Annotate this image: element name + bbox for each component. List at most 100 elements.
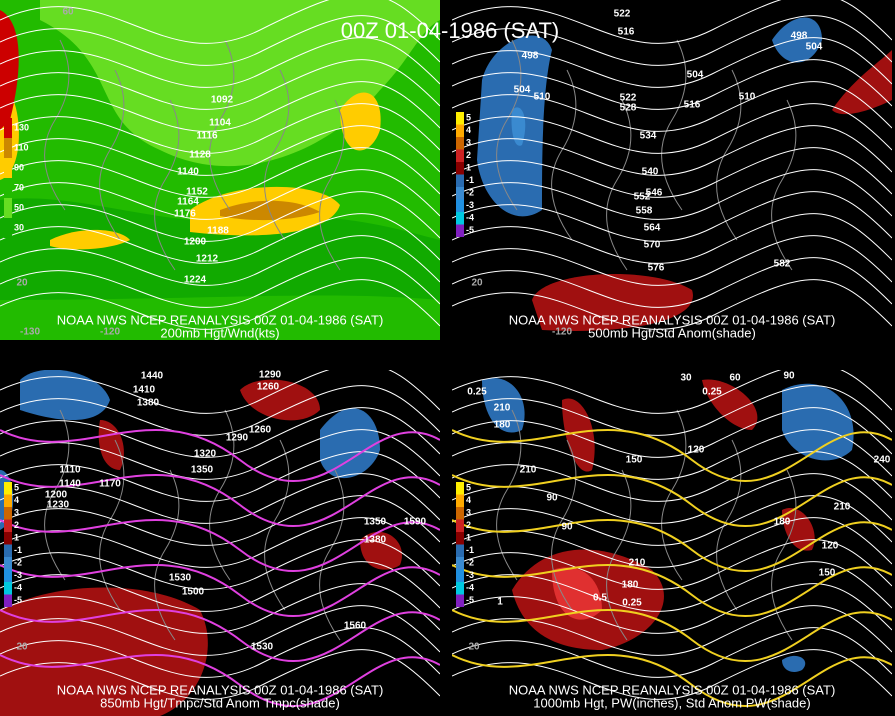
coastline xyxy=(264,439,290,611)
shaded-anomaly xyxy=(0,587,208,716)
legend-label: -3 xyxy=(466,570,474,580)
contour-line-secondary xyxy=(452,474,892,528)
legend-label: 4 xyxy=(466,125,471,135)
contour-label: 1530 xyxy=(251,642,274,653)
legend-label: 2 xyxy=(14,520,19,530)
legend-label: -2 xyxy=(466,188,474,198)
contour-label: 504 xyxy=(687,70,704,81)
contour-line xyxy=(452,169,892,220)
contour-label: 180 xyxy=(622,580,639,591)
contour-line xyxy=(452,539,892,590)
contour-label: 1116 xyxy=(196,131,218,142)
coastline xyxy=(319,99,345,271)
contour-label: 1212 xyxy=(196,254,219,265)
shaded-anomaly xyxy=(50,229,130,250)
legend-swatch xyxy=(456,187,464,200)
legend-label: 130 xyxy=(14,122,29,132)
contour-label: 546 xyxy=(646,188,663,199)
legend-swatch xyxy=(456,112,464,125)
panel-caption: NOAA NWS NCEP REANALYSIS 00Z 01-04-1986 … xyxy=(57,312,384,327)
coastline xyxy=(661,39,687,211)
coastline xyxy=(319,469,345,641)
contour-label: 30 xyxy=(680,373,692,384)
legend-label: 5 xyxy=(466,113,471,123)
contour-label: 1164 xyxy=(177,197,199,208)
contour-label: 180 xyxy=(774,517,791,528)
legend-swatch xyxy=(456,532,464,545)
contour-line xyxy=(452,235,892,286)
legend-swatch xyxy=(4,557,12,570)
coastline xyxy=(771,99,797,271)
contour-line xyxy=(452,370,892,414)
contour-line xyxy=(452,81,892,132)
contour-label: 510 xyxy=(739,92,756,103)
legend-swatch xyxy=(4,178,12,198)
contour-line xyxy=(0,37,440,88)
contour-label: 504 xyxy=(514,85,531,96)
contour-line xyxy=(0,235,440,286)
legend-label: -3 xyxy=(466,200,474,210)
shaded-anomaly xyxy=(40,0,440,167)
contour-line xyxy=(0,15,440,66)
contour-line xyxy=(0,191,440,242)
legend-swatch xyxy=(4,582,12,595)
grid-label: 20 xyxy=(16,642,28,653)
coastline xyxy=(606,99,632,271)
shaded-anomaly xyxy=(340,92,381,151)
contour-label: 210 xyxy=(629,558,646,569)
legend-label: 2 xyxy=(466,150,471,160)
contour-label: 1260 xyxy=(249,425,272,436)
shaded-anomaly xyxy=(782,655,806,672)
contour-label: 1104 xyxy=(209,118,231,129)
legend-label: 3 xyxy=(466,138,471,148)
contour-line xyxy=(0,495,440,546)
contour-label: 0.25 xyxy=(467,387,487,398)
legend-label: 1 xyxy=(466,533,471,543)
contour-label: 1260 xyxy=(257,382,280,393)
legend-swatch xyxy=(456,582,464,595)
contour-label: 522 xyxy=(614,9,631,20)
contour-label: 1128 xyxy=(189,150,211,161)
legend-swatch xyxy=(456,482,464,495)
contour-label: 534 xyxy=(640,131,657,142)
contour-label: 150 xyxy=(626,455,643,466)
contour-line xyxy=(452,473,892,524)
contour-line xyxy=(452,0,892,44)
legend-label: 30 xyxy=(14,222,24,232)
map-body xyxy=(0,370,440,716)
legend-label: 90 xyxy=(14,162,24,172)
legend-swatch xyxy=(456,162,464,175)
contour-label: 1290 xyxy=(259,370,282,381)
contour-line xyxy=(0,0,440,44)
map-panel: 1440141013801290126013201350129012601200… xyxy=(0,370,440,716)
shaded-anomaly xyxy=(320,408,380,479)
contour-line-secondary xyxy=(452,609,892,663)
contour-line xyxy=(0,257,440,308)
legend-swatch xyxy=(4,138,12,158)
shaded-anomaly xyxy=(220,200,320,221)
legend-label: -4 xyxy=(466,213,474,223)
coastline xyxy=(606,469,632,641)
coastline xyxy=(99,439,125,611)
legend-label: 4 xyxy=(14,495,19,505)
contour-label: 1224 xyxy=(184,275,207,286)
legend-label: -2 xyxy=(14,558,22,568)
contour-line xyxy=(452,103,892,154)
contour-label: 516 xyxy=(684,100,701,111)
contour-label: 540 xyxy=(642,167,659,178)
legend-label: 5 xyxy=(466,483,471,493)
contour-line xyxy=(0,279,440,330)
coastline xyxy=(44,409,70,581)
contour-label: 240 xyxy=(874,455,891,466)
contour-label: 1092 xyxy=(211,95,234,106)
shaded-anomaly xyxy=(832,50,892,115)
contour-line xyxy=(452,191,892,242)
panel-caption: 500mb Hgt/Std Anom(shade) xyxy=(588,325,756,340)
legend-swatch xyxy=(456,594,464,607)
contour-line xyxy=(452,517,892,568)
contour-line xyxy=(0,59,440,110)
legend-swatch xyxy=(4,198,12,218)
legend-label: 3 xyxy=(466,508,471,518)
contour-label: 504 xyxy=(806,42,823,53)
